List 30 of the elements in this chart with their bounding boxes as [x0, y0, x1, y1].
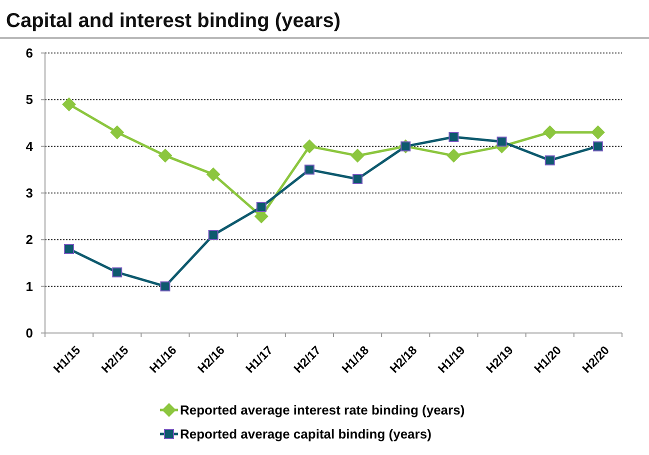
- point: [496, 136, 507, 147]
- point: [206, 167, 220, 182]
- point: [112, 267, 122, 278]
- y-tick-label: 6: [26, 46, 33, 61]
- point: [62, 97, 76, 112]
- chart-title: Capital and interest binding (years): [6, 10, 341, 32]
- point: [110, 125, 124, 140]
- y-tick-label: 4: [26, 138, 34, 154]
- y-tick-label: 5: [26, 92, 33, 108]
- point: [350, 148, 365, 163]
- y-tick-label: 0: [26, 326, 33, 341]
- point: [352, 174, 363, 184]
- point: [446, 148, 461, 163]
- legend-label: Reported average interest rate binding (years): [180, 402, 465, 418]
- point: [304, 164, 314, 175]
- point: [448, 132, 459, 142]
- point: [544, 155, 555, 166]
- point: [590, 125, 605, 140]
- legend-label: Reported average capital binding (years): [180, 426, 432, 442]
- point: [158, 148, 172, 163]
- point: [256, 202, 266, 212]
- y-tick-label: 1: [26, 278, 33, 294]
- point: [208, 230, 218, 240]
- point: [160, 281, 170, 292]
- y-tick-label: 3: [26, 186, 33, 201]
- point: [302, 139, 316, 154]
- point: [64, 244, 74, 254]
- y-tick-label: 2: [26, 232, 33, 248]
- point: [592, 141, 603, 152]
- point: [542, 125, 557, 140]
